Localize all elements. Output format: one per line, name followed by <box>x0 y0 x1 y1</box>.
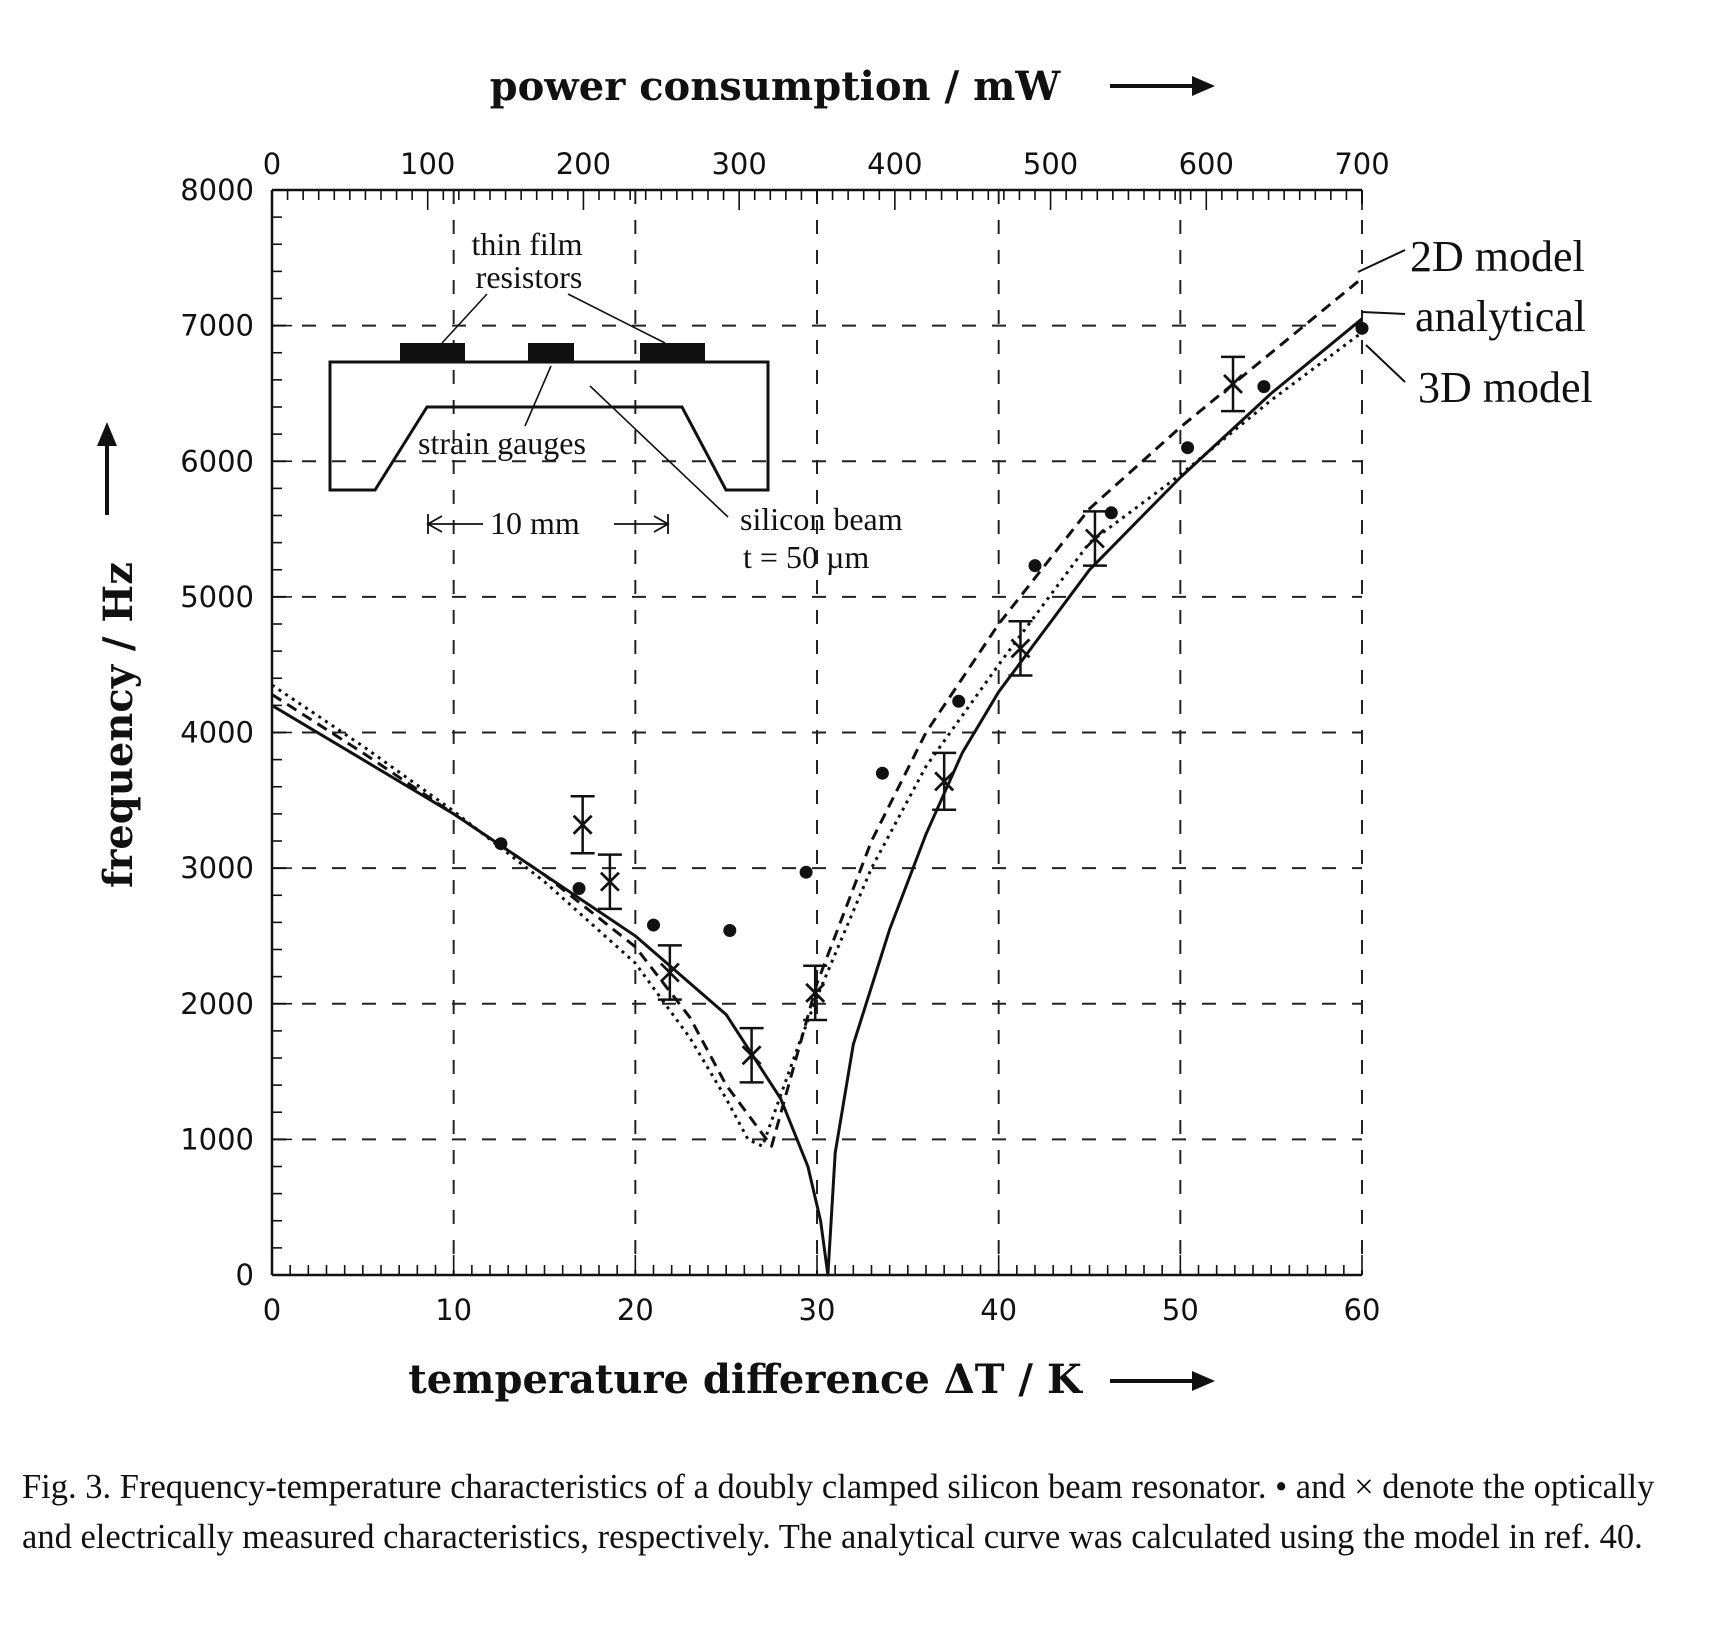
inset-label-strain-gauges: strain gauges <box>418 425 586 461</box>
optical-point-7 <box>1028 559 1042 573</box>
optical-point-11 <box>1355 321 1369 335</box>
electrical-point-8 <box>1221 355 1246 413</box>
x-tick-label-0: 0 <box>263 1293 281 1327</box>
x2-tick-label-500: 500 <box>1023 147 1078 181</box>
electrical-point-2 <box>657 944 682 1001</box>
x2-tick-label-700: 700 <box>1334 147 1389 181</box>
inset-label-thin-film: thin film <box>471 226 582 262</box>
legend-label-3d-model: 3D model <box>1418 363 1593 412</box>
optical-point-8 <box>1104 506 1118 520</box>
y-tick-label-0: 0 <box>236 1258 254 1292</box>
x2-axis-title: power consumption / mW <box>490 63 1062 110</box>
electrical-point-1 <box>597 853 622 911</box>
cross-stroke-b <box>599 871 620 892</box>
x2-axis-arrow <box>1110 76 1215 96</box>
y-tick-label-6000: 6000 <box>180 444 254 478</box>
cross-stroke-b <box>659 962 680 983</box>
x-tick-label-30: 30 <box>799 1293 836 1327</box>
cross-stroke-b <box>1084 528 1105 549</box>
x2-tick-label-200: 200 <box>556 147 611 181</box>
thin-film-resistor-right <box>640 343 705 362</box>
optical-point-10 <box>1257 380 1271 394</box>
optical-point-3 <box>723 924 737 938</box>
optical-point-1 <box>572 881 586 895</box>
grid-lines <box>272 190 1363 1275</box>
optical-point-6 <box>952 694 966 708</box>
x-tick-label-20: 20 <box>617 1293 654 1327</box>
series-line-3d-model <box>271 331 1363 1148</box>
thin-film-resistor-left <box>400 343 465 362</box>
y-tick-label-1000: 1000 <box>180 1122 254 1156</box>
figure-caption: Fig. 3. Frequency-temperature characteri… <box>22 1468 1655 1556</box>
inset-label-10mm: 10 mm <box>490 505 580 541</box>
cross-stroke-b <box>741 1045 762 1066</box>
inset-label-thickness: t = 50 µm <box>743 539 869 575</box>
x2-tick-label-600: 600 <box>1179 147 1234 181</box>
inset-diagram: thin film resistors strain gauges 10 mm … <box>328 226 903 575</box>
x2-tick-label-400: 400 <box>867 147 922 181</box>
inset-label-resistors: resistors <box>476 259 583 295</box>
optical-point-4 <box>799 865 813 879</box>
x-tick-label-60: 60 <box>1344 1293 1381 1327</box>
x-tick-label-40: 40 <box>980 1293 1017 1327</box>
optical-point-9 <box>1181 441 1195 455</box>
tick-labels: 0 10 20 30 40 50 600 100 200 300 400 500 600 70001000… <box>180 147 1389 1327</box>
legend-label-analytical: analytical <box>1415 292 1586 341</box>
x-tick-label-50: 50 <box>1162 1293 1199 1327</box>
measured-points <box>494 321 1369 1084</box>
x-axis-arrow <box>1110 1371 1215 1391</box>
x-tick-label-10: 10 <box>435 1293 472 1327</box>
cross-stroke-b <box>934 771 955 792</box>
optical-point-2 <box>647 918 660 932</box>
x2-tick-label-100: 100 <box>400 147 455 181</box>
electrical-point-0 <box>570 794 595 855</box>
legend-label-2d-model: 2D model <box>1410 232 1585 281</box>
axes <box>270 188 1363 1277</box>
legend-leader-analytical <box>1361 311 1406 315</box>
cross-stroke-b <box>572 814 593 835</box>
optical-point-5 <box>875 766 889 780</box>
cross-stroke-b <box>1223 373 1244 394</box>
electrical-point-7 <box>1082 510 1107 567</box>
electrical-point-6 <box>1008 620 1033 677</box>
y-axis-arrow <box>97 422 117 515</box>
strain-gauge-center <box>528 343 574 362</box>
y-tick-label-2000: 2000 <box>180 987 254 1021</box>
cross-stroke-b <box>805 982 826 1003</box>
x2-tick-label-300: 300 <box>711 147 766 181</box>
legend-leader-3d <box>1365 344 1406 383</box>
electrical-point-3 <box>739 1026 764 1084</box>
legend: 2D model analytical 3D model <box>1357 232 1593 412</box>
inset-label-silicon-beam: silicon beam <box>740 501 903 537</box>
y-tick-label-8000: 8000 <box>180 173 254 207</box>
y-tick-label-5000: 5000 <box>180 580 254 614</box>
x-axis-title: temperature difference ΔT / K <box>408 1356 1083 1403</box>
y-tick-label-3000: 3000 <box>180 851 254 885</box>
y-axis-title: frequency / Hz <box>95 562 142 888</box>
silicon-beam-outline <box>328 360 770 492</box>
optical-point-0 <box>494 837 508 851</box>
y-tick-label-7000: 7000 <box>180 309 254 343</box>
x2-tick-label-0: 0 <box>263 147 281 181</box>
cross-stroke-b <box>1010 638 1031 659</box>
dimension-arrow <box>426 514 670 534</box>
electrical-point-4 <box>803 964 828 1022</box>
legend-leader-2d <box>1357 249 1406 273</box>
y-tick-label-4000: 4000 <box>180 716 254 750</box>
electrical-point-5 <box>932 751 957 812</box>
